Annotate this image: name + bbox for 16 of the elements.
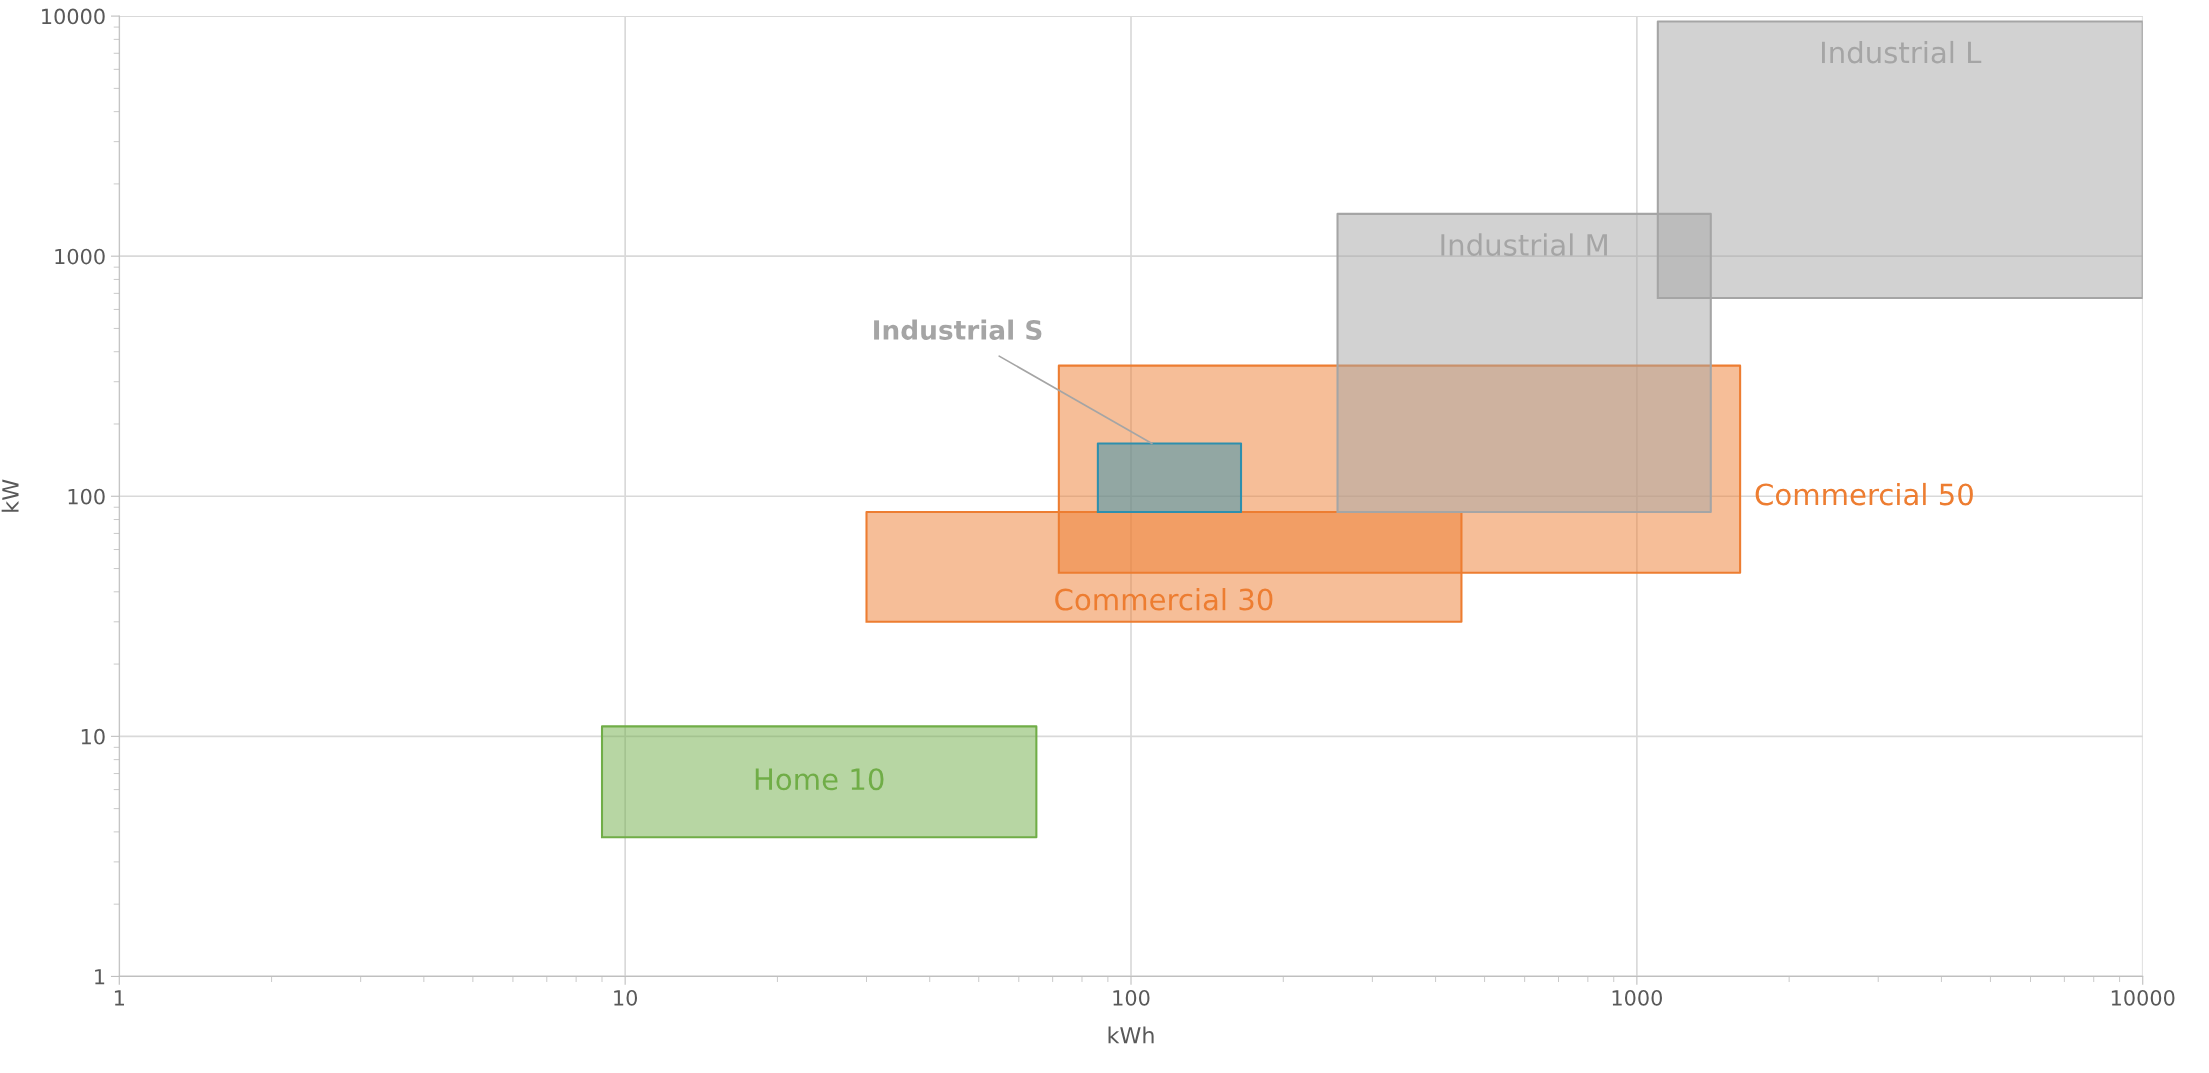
series-label: Commercial 50 [1755,482,1973,506]
x-axis-title: kWh [1108,1026,1154,1044]
x-tick-label: 10 [614,989,638,1006]
series-label: Commercial 30 [1055,588,1273,611]
y-tick-label: 1000 [55,248,105,265]
series-label: Home 10 [755,768,884,791]
y-tick-label: 10 [81,728,105,745]
x-tick-label: 100 [1113,989,1150,1006]
x-tick-label: 1 [114,990,124,1006]
y-tick-label: 100 [68,488,105,505]
x-tick-label: 10000 [2111,989,2175,1006]
x-tick-label: 1000 [1612,989,1662,1006]
y-tick-label: 10000 [42,8,105,25]
annotation: Industrial S [874,319,1042,340]
y-axis-title: kW [1,479,19,512]
y-tick-label: 1 [95,969,105,985]
